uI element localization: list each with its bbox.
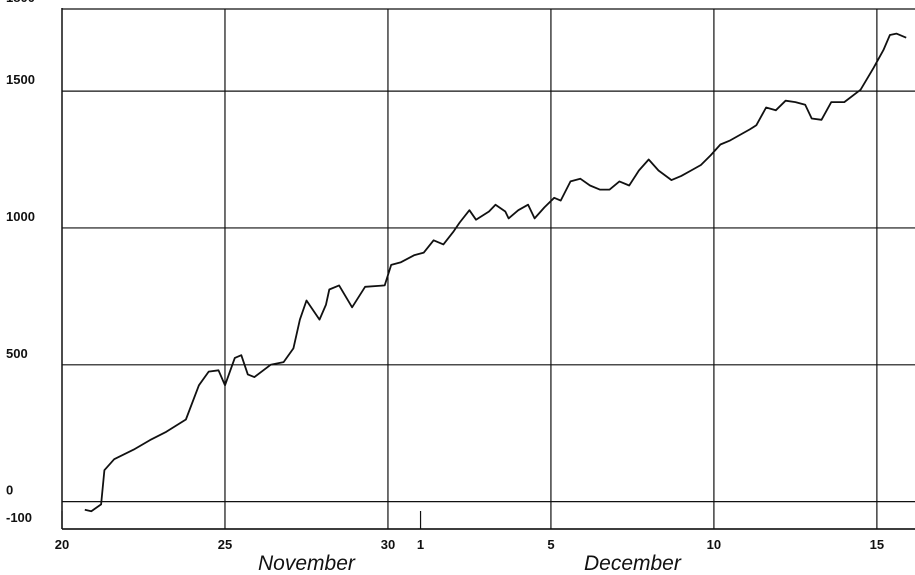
- data-line: [84, 32, 907, 513]
- x-tick-label: 5: [547, 537, 554, 552]
- y-tick-label: 1500: [6, 72, 35, 87]
- y-tick-label: 500: [6, 346, 28, 361]
- x-tick-label: 20: [55, 537, 69, 552]
- y-tick-label: 0: [6, 483, 13, 498]
- y-tick-label: -100: [6, 510, 32, 525]
- x-tick-label: 10: [707, 537, 721, 552]
- x-tick-label: 1: [417, 537, 424, 552]
- x-tick-label: 15: [870, 537, 884, 552]
- month-label: November: [258, 552, 356, 575]
- y-tick-label: 1000: [6, 209, 35, 224]
- x-tick-label: 25: [218, 537, 232, 552]
- month-label: December: [584, 552, 682, 575]
- x-tick-label: 30: [381, 537, 395, 552]
- y-tick-label: 1800: [6, 0, 35, 5]
